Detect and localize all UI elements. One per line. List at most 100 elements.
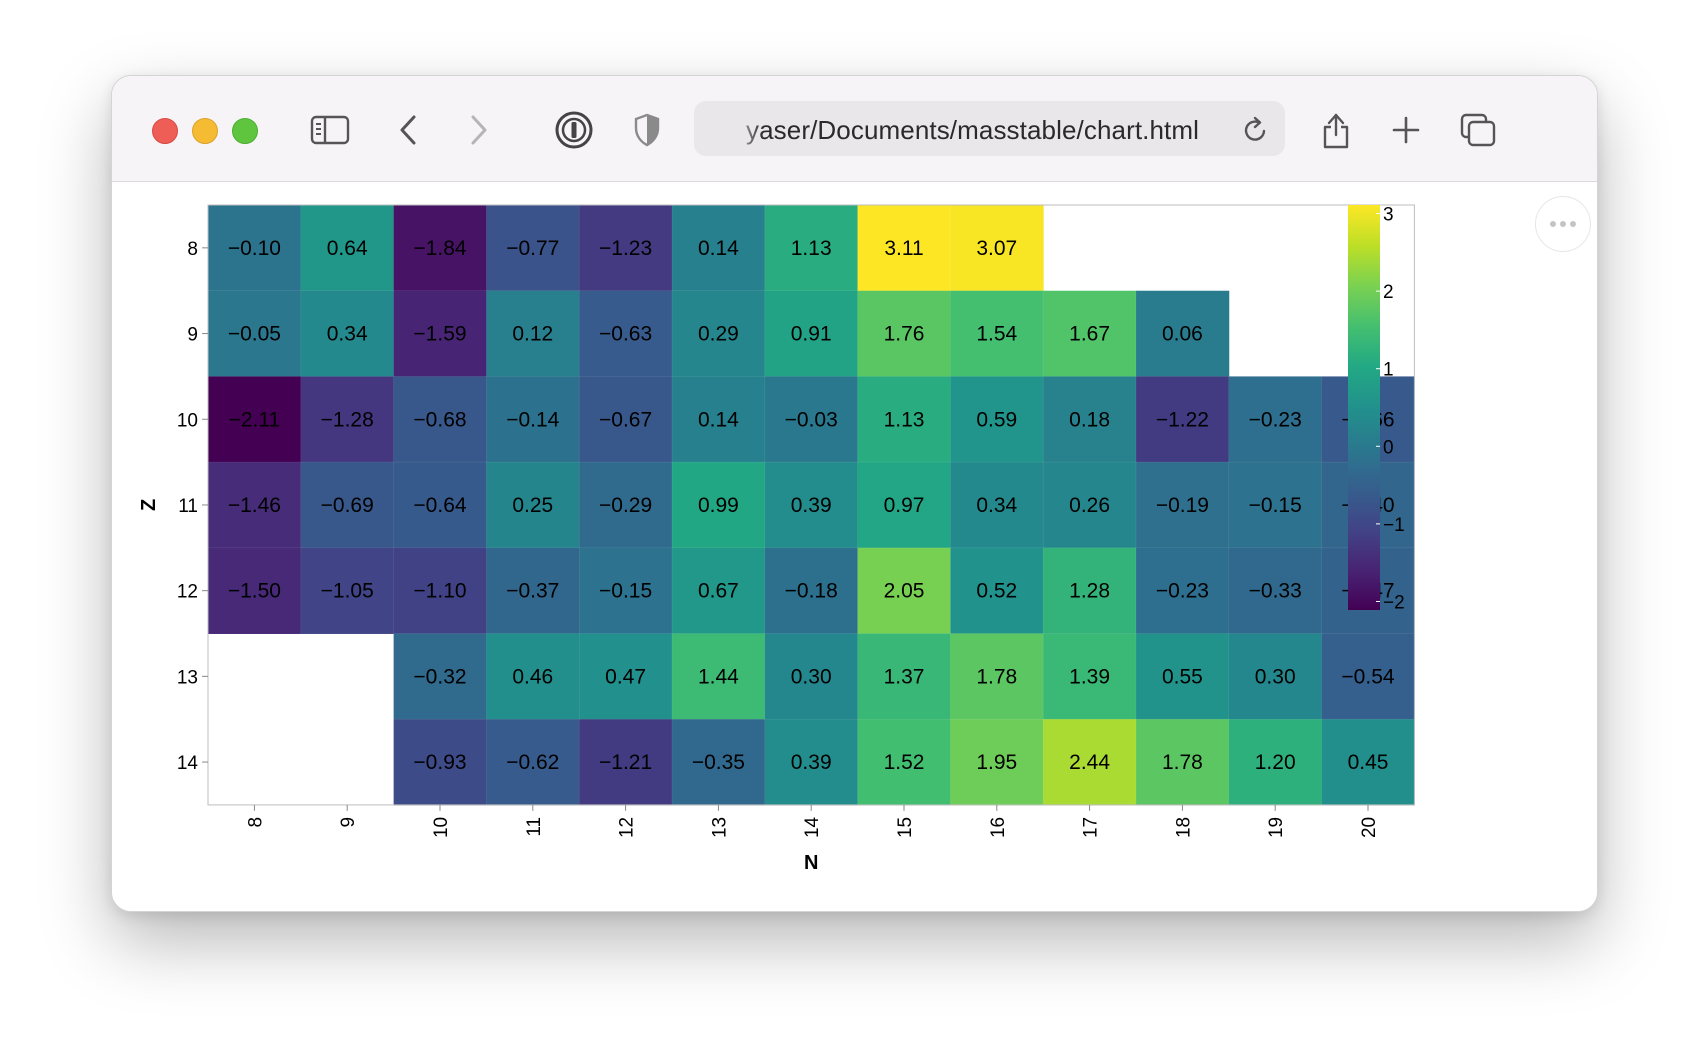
x-tick-label: 18 xyxy=(1173,817,1194,838)
y-tick-label: 10 xyxy=(177,410,198,431)
heatmap-cell xyxy=(486,290,580,378)
cell-value-label: 0.59 xyxy=(976,408,1017,431)
cell-value-label: −0.63 xyxy=(599,323,652,346)
browser-toolbar: yaser/Documents/masstable/chart.html xyxy=(112,76,1597,182)
cell-value-label: 0.64 xyxy=(327,237,368,260)
cell-value-label: −0.19 xyxy=(1156,494,1209,517)
cell-value-label: 0.14 xyxy=(698,237,739,260)
url-fade xyxy=(724,109,764,149)
cell-value-label: 0.25 xyxy=(512,494,553,517)
x-tick-label: 10 xyxy=(431,817,452,838)
cell-value-label: −0.35 xyxy=(692,751,745,774)
y-tick-label: 12 xyxy=(177,582,198,603)
heatmap-cell xyxy=(950,204,1045,292)
heatmap-cell xyxy=(1135,633,1230,720)
cell-value-label: 0.26 xyxy=(1069,494,1110,517)
close-window-button[interactable] xyxy=(152,118,178,144)
sidebar-icon[interactable] xyxy=(308,106,352,154)
heatmap-cell xyxy=(486,461,580,549)
heatmap-cell xyxy=(1135,718,1230,806)
cell-value-label: 0.18 xyxy=(1069,408,1110,431)
cell-value-label: 0.97 xyxy=(884,494,925,517)
cell-value-label: 1.67 xyxy=(1069,323,1110,346)
y-tick-label: 13 xyxy=(177,667,198,688)
cell-value-label: −0.03 xyxy=(785,408,838,431)
browser-window: yaser/Documents/masstable/chart.html xyxy=(111,75,1598,912)
legend-tick-label: 2 xyxy=(1383,282,1394,303)
cell-value-label: 1.37 xyxy=(884,665,925,688)
url-text: yaser/Documents/masstable/chart.html xyxy=(746,115,1199,145)
tab-overview-icon[interactable] xyxy=(1458,106,1498,154)
x-tick-label: 11 xyxy=(524,817,545,837)
x-tick-label: 20 xyxy=(1359,817,1380,838)
cell-value-label: −0.67 xyxy=(599,408,652,431)
heatmap-cell xyxy=(578,547,673,635)
heatmap-cell xyxy=(300,290,395,378)
cell-value-label: 1.78 xyxy=(976,665,1017,688)
cell-value-label: 1.13 xyxy=(791,237,832,260)
reload-icon[interactable] xyxy=(1242,114,1270,149)
legend-tick-label: −2 xyxy=(1383,592,1405,613)
x-tick-label: 9 xyxy=(338,817,359,828)
cell-value-label: −0.05 xyxy=(228,323,281,346)
cell-value-label: −0.33 xyxy=(1249,580,1302,603)
heatmap-cell xyxy=(1135,547,1230,635)
heatmap-cell xyxy=(1042,547,1137,635)
heatmap-cell xyxy=(857,633,952,720)
heatmap-cell xyxy=(764,718,859,806)
privacy-shield-icon[interactable] xyxy=(632,106,662,154)
minimize-window-button[interactable] xyxy=(192,118,218,144)
heatmap-chart: −0.10 0.64 −1.84 −0.77 −1.23 0.14 1.13 3.11 3.07… xyxy=(138,204,1416,874)
more-icon[interactable] xyxy=(1535,196,1591,252)
cell-value-label: −1.23 xyxy=(599,237,652,260)
heatmap-cell xyxy=(1321,633,1416,720)
back-icon[interactable] xyxy=(394,106,424,154)
legend-tick-label: −1 xyxy=(1383,515,1405,536)
legend-tick-label: 3 xyxy=(1383,205,1394,226)
heatmap-cell xyxy=(857,547,952,635)
cell-value-label: −0.32 xyxy=(413,665,466,688)
heatmap-cell xyxy=(300,547,395,635)
forward-icon[interactable] xyxy=(463,106,493,154)
cell-value-label: 0.67 xyxy=(698,580,739,603)
cell-value-label: −0.23 xyxy=(1156,580,1209,603)
heatmap-cell xyxy=(578,633,673,720)
cell-value-label: −1.28 xyxy=(321,408,374,431)
heatmap-cell xyxy=(1135,290,1230,378)
cell-value-label: −0.37 xyxy=(506,580,559,603)
cell-value-label: −1.21 xyxy=(599,751,652,774)
x-tick-label: 8 xyxy=(245,817,266,828)
heatmap-cell xyxy=(764,290,859,378)
cell-value-label: 0.91 xyxy=(791,323,832,346)
heatmap-cell xyxy=(1228,461,1323,549)
heatmap-cell xyxy=(671,290,766,378)
legend-tick-label: 1 xyxy=(1383,360,1394,381)
cell-value-label: −1.50 xyxy=(228,580,281,603)
new-tab-icon[interactable] xyxy=(1388,106,1424,154)
y-tick-label: 9 xyxy=(187,325,198,346)
x-tick-label: 15 xyxy=(895,817,916,838)
heatmap-cell xyxy=(671,718,766,806)
password-manager-icon[interactable] xyxy=(554,106,594,154)
x-tick-label: 19 xyxy=(1266,817,1287,838)
cell-value-label: −0.18 xyxy=(785,580,838,603)
cell-value-label: 1.28 xyxy=(1069,580,1110,603)
address-bar[interactable]: yaser/Documents/masstable/chart.html xyxy=(694,101,1285,156)
cell-value-label: −0.69 xyxy=(321,494,374,517)
cell-value-label: −1.84 xyxy=(413,237,466,260)
x-tick-label: 14 xyxy=(802,816,823,838)
color-legend-bar xyxy=(1348,205,1380,610)
heatmap-cell xyxy=(1042,718,1137,806)
maximize-window-button[interactable] xyxy=(232,118,258,144)
y-tick-label: 8 xyxy=(187,239,198,260)
heatmap-cell xyxy=(764,547,859,635)
heatmap-cell xyxy=(393,718,488,806)
cell-value-label: 0.45 xyxy=(1348,751,1389,774)
heatmap-cell xyxy=(486,376,580,463)
cell-value-label: 0.52 xyxy=(976,580,1017,603)
heatmap-cell xyxy=(950,718,1045,806)
cell-value-label: 0.99 xyxy=(698,494,739,517)
share-icon[interactable] xyxy=(1318,106,1354,154)
cell-value-label: −0.29 xyxy=(599,494,652,517)
cell-value-label: −1.10 xyxy=(413,580,466,603)
